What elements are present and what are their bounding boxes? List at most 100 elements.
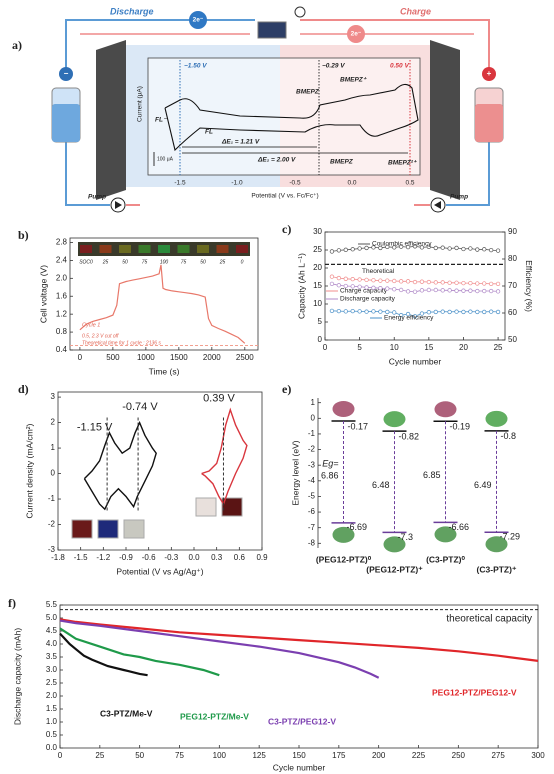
marker <box>468 246 473 251</box>
marker <box>357 284 362 289</box>
y-tick-label: 1 <box>51 443 56 452</box>
y-tick-label: 0.5 <box>46 730 58 739</box>
homo-label: -6.69 <box>347 522 368 532</box>
series-label: PEG12-PTZ/Me-V <box>180 711 249 721</box>
marker <box>405 279 411 284</box>
x-tick-label: 0.3 <box>211 553 223 562</box>
y-tick-label: 2.0 <box>56 273 68 282</box>
data-line <box>201 407 248 506</box>
x-tick-label: 25 <box>494 343 503 352</box>
marker <box>412 244 418 249</box>
marker <box>419 279 425 284</box>
y-tick-label: 0.8 <box>56 327 68 336</box>
y2-tick-label: 70 <box>508 281 517 290</box>
y-tick-label: -3 <box>308 460 316 469</box>
terminal-sign: − <box>64 69 69 78</box>
marker <box>419 288 425 293</box>
x-tick-label: 100 <box>213 751 227 760</box>
lumo-label: -0.8 <box>501 431 517 441</box>
gap-label: 6.86 <box>321 470 339 480</box>
y-tick-label: 3.0 <box>46 665 58 674</box>
marker <box>482 309 487 315</box>
vial <box>177 245 190 253</box>
tank-liquid <box>475 104 503 142</box>
marker <box>426 279 431 285</box>
marker <box>475 281 480 286</box>
electron-badge <box>189 11 207 29</box>
marker <box>447 288 452 293</box>
species-label: BMEPZ <box>330 159 354 166</box>
marker <box>385 278 390 283</box>
x-axis-label: Potential (V vs Ag/Ag⁺) <box>116 566 203 576</box>
marker <box>495 309 501 315</box>
y-tick-label: -8 <box>308 538 316 547</box>
photo <box>71 519 93 539</box>
marker <box>419 245 425 250</box>
y-tick-label: -7 <box>308 523 316 532</box>
category-label: (C3-PTZ)⁺ <box>477 564 517 574</box>
category-label: (C3-PTZ)⁰ <box>426 554 465 564</box>
pump-icon <box>115 201 122 209</box>
y-tick-label: -1 <box>308 429 316 438</box>
y-tick-label: 4.0 <box>46 639 58 648</box>
marker <box>482 247 487 252</box>
marker <box>405 311 411 317</box>
x-tick-label: 0.9 <box>256 553 268 562</box>
data-line <box>59 618 539 662</box>
x-tick-label: 20 <box>459 343 468 352</box>
panel-label: b) <box>18 228 29 242</box>
marker <box>329 249 335 254</box>
inset-label: 75 <box>181 259 187 265</box>
vial <box>138 245 151 253</box>
x-tick-label: 5 <box>357 343 362 352</box>
electron-label: 2e⁻ <box>193 17 204 24</box>
plot-frame <box>59 604 539 749</box>
marker <box>447 280 452 285</box>
marker <box>405 289 411 294</box>
marker <box>378 245 383 251</box>
x-tick-label: 250 <box>452 751 466 760</box>
series-label: C3-PTZ/Me-V <box>100 708 153 718</box>
vial <box>197 245 209 253</box>
y-axis-label: Cell voltage (V) <box>38 265 48 323</box>
species-label: BMEPZ²⁺ <box>388 160 418 167</box>
x-axis-label: Cycle number <box>273 762 326 772</box>
marker <box>433 245 438 251</box>
x-tick-label: 200 <box>372 751 386 760</box>
y-axis-label: Discharge capacity (mAh) <box>12 628 22 725</box>
legend-label: Discharge capacity <box>340 296 396 303</box>
inset-label: 0 <box>241 259 244 265</box>
y-tick-label: 2 <box>51 418 56 427</box>
x-tick-label: -0.9 <box>119 553 133 562</box>
marker <box>447 246 452 251</box>
marker <box>392 278 397 284</box>
marker <box>371 309 376 314</box>
marker <box>495 248 501 253</box>
panel-label: c) <box>282 222 291 236</box>
x-tick-label: -1.2 <box>96 553 110 562</box>
cv-tick: -1.0 <box>231 180 243 187</box>
marker <box>371 278 376 283</box>
marker <box>392 310 397 315</box>
marker <box>399 313 404 318</box>
cv-tick: 0.5 <box>405 180 414 187</box>
bulb <box>294 6 306 18</box>
pump-icon <box>434 201 441 209</box>
x-tick-label: -0.3 <box>164 553 178 562</box>
electrode <box>430 40 460 200</box>
y-tick-label: -5 <box>308 492 316 501</box>
y-tick-label: -2 <box>48 520 56 529</box>
y-tick-label: 0 <box>311 413 316 422</box>
y-tick-label: 20 <box>313 263 322 272</box>
orbital <box>485 410 508 427</box>
x-tick-label: 15 <box>424 343 433 352</box>
terminal-sign: + <box>487 69 492 78</box>
marker <box>399 279 404 284</box>
y-tick-label: -3 <box>48 545 56 554</box>
marker <box>378 278 383 283</box>
peak-label: 0.39 V <box>203 392 235 404</box>
marker <box>350 247 355 252</box>
marker <box>489 247 494 253</box>
y2-tick-label: 60 <box>508 308 517 317</box>
